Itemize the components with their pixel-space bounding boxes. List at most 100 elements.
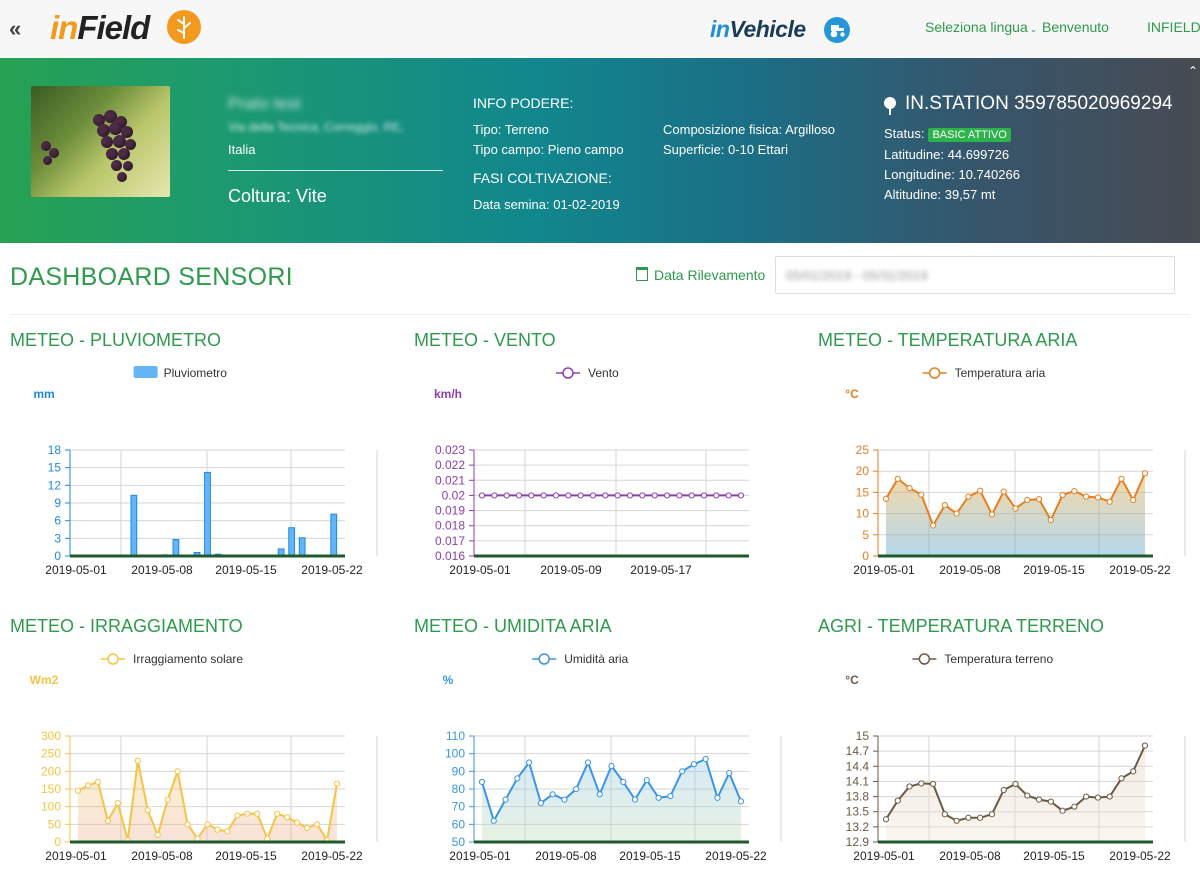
status-badge: BASIC ATTIVO bbox=[928, 128, 1011, 142]
date-range-input[interactable]: 05/01/2019 - 05/31/2019 bbox=[775, 256, 1175, 294]
bar bbox=[204, 471, 211, 557]
y-tick-label: 5 bbox=[862, 528, 869, 542]
crop-photo bbox=[31, 86, 170, 197]
data-point bbox=[941, 811, 948, 818]
y-tick-label: 90 bbox=[452, 764, 466, 778]
data-point bbox=[589, 492, 597, 499]
x-tick-label: 2019-05-15 bbox=[1023, 563, 1085, 577]
data-point bbox=[254, 810, 261, 817]
tipo-row: Tipo: Terreno bbox=[473, 122, 549, 137]
info-podere-heading: INFO PODERE: bbox=[473, 95, 574, 111]
data-point bbox=[1106, 793, 1113, 800]
data-point bbox=[540, 492, 547, 499]
panel-title: METEO - IRRAGGIAMENTO bbox=[10, 616, 243, 636]
data-point bbox=[1083, 793, 1090, 800]
data-point bbox=[577, 492, 584, 499]
x-tick-label: 2019-05-22 bbox=[705, 849, 767, 863]
panel-title: METEO - VENTO bbox=[414, 330, 556, 350]
x-tick-label: 2019-05-01 bbox=[449, 563, 511, 577]
rain-bar-chart: Pluviometro mm 0 3 6 9 12 15 18 2019-05-01 2019-05… bbox=[33, 366, 378, 577]
data-point bbox=[1106, 498, 1113, 505]
data-point bbox=[965, 814, 972, 821]
data-point bbox=[491, 492, 498, 499]
y-tick-label: 15 bbox=[856, 729, 870, 743]
data-point bbox=[1000, 488, 1007, 495]
data-point bbox=[502, 796, 509, 803]
y-tick-label: 25 bbox=[856, 443, 870, 457]
panel-title: METEO - PLUVIOMETRO bbox=[10, 330, 222, 350]
altitude-label: Altitudine: bbox=[884, 187, 942, 202]
data-point bbox=[626, 492, 634, 499]
data-point bbox=[478, 492, 486, 499]
invehicle-logo[interactable]: inVehicle bbox=[710, 16, 806, 43]
axis-unit: mm bbox=[33, 387, 54, 401]
tipo-label: Tipo: bbox=[473, 122, 502, 137]
data-point bbox=[194, 835, 201, 842]
data-point bbox=[737, 798, 745, 805]
data-point bbox=[1000, 786, 1007, 794]
data-point bbox=[643, 777, 650, 784]
composizione-label: Composizione fisica: bbox=[663, 122, 783, 137]
data-point bbox=[304, 824, 311, 831]
user-label: INFIELD bbox=[1147, 19, 1200, 35]
x-tick-label: 2019-05-22 bbox=[1109, 563, 1171, 577]
bar bbox=[298, 537, 306, 557]
longitude-value: 10.740266 bbox=[958, 167, 1020, 182]
y-tick-label: 6 bbox=[54, 514, 61, 528]
infield-logo[interactable]: inField bbox=[50, 9, 150, 47]
data-point bbox=[478, 778, 486, 786]
data-point bbox=[174, 768, 181, 775]
altitude-row: Altitudine: 39,57 mt bbox=[884, 187, 995, 202]
data-point bbox=[1035, 496, 1043, 503]
axis-unit: Wm2 bbox=[30, 673, 59, 687]
data-point bbox=[655, 794, 662, 801]
data-point bbox=[737, 492, 745, 499]
y-tick-label: 300 bbox=[41, 729, 61, 743]
collapse-banner-icon[interactable]: ⌃ bbox=[1188, 64, 1199, 78]
data-point bbox=[333, 780, 341, 787]
legend-marker bbox=[107, 653, 119, 665]
legend-marker bbox=[928, 367, 941, 379]
data-point bbox=[1141, 742, 1149, 749]
y-tick-label: 70 bbox=[452, 800, 466, 814]
data-point bbox=[214, 826, 221, 833]
data-point bbox=[614, 492, 621, 499]
data-point bbox=[584, 759, 592, 766]
x-tick-label: 2019-05-15 bbox=[215, 849, 277, 863]
axis-unit: °C bbox=[845, 387, 859, 401]
data-point bbox=[561, 796, 568, 803]
calendar-icon bbox=[636, 267, 648, 281]
data-point bbox=[1059, 491, 1066, 499]
user-menu[interactable]: INFIELD⌄ bbox=[1147, 19, 1200, 35]
altitude-value: 39,57 mt bbox=[944, 187, 996, 202]
welcome-link[interactable]: Benvenuto bbox=[1042, 19, 1109, 35]
data-point bbox=[941, 502, 948, 509]
y-tick-label: 60 bbox=[452, 817, 466, 831]
data-point bbox=[953, 510, 960, 517]
data-point bbox=[1094, 794, 1102, 801]
crop-value: Vite bbox=[296, 186, 327, 206]
x-tick-label: 2019-05-01 bbox=[45, 849, 107, 863]
y-tick-label: 100 bbox=[41, 800, 61, 814]
data-point bbox=[84, 782, 92, 789]
language-dropdown[interactable]: Seleziona lingua ⌄ bbox=[925, 19, 1037, 35]
divider bbox=[10, 314, 1190, 315]
longitude-row: Longitudine: 10.740266 bbox=[884, 167, 1020, 182]
data-point bbox=[1012, 505, 1019, 512]
data-point bbox=[244, 810, 251, 817]
longitude-label: Longitudine: bbox=[884, 167, 955, 182]
legend-label: Pluviometro bbox=[164, 366, 228, 380]
data-point bbox=[953, 817, 960, 824]
status-row: Status: BASIC ATTIVO bbox=[884, 126, 1011, 142]
y-tick-label: 15 bbox=[48, 461, 62, 475]
data-point bbox=[552, 492, 560, 499]
data-point bbox=[204, 821, 211, 828]
data-point bbox=[1047, 798, 1054, 805]
data-point bbox=[1047, 516, 1054, 524]
panel-title: METEO - UMIDITA ARIA bbox=[414, 616, 612, 636]
wind-line-chart: Ventokm/h0.0160.0170.0180.0190.020.0210.… bbox=[434, 366, 749, 577]
y-tick-label: 9 bbox=[54, 496, 61, 510]
solar-radiation-chart: Irraggiamento solare Wm2 0 50 100 150 200 250 30… bbox=[30, 652, 378, 863]
collapse-sidebar-icon[interactable]: « bbox=[9, 16, 22, 41]
crop-label: Coltura: bbox=[228, 186, 292, 206]
